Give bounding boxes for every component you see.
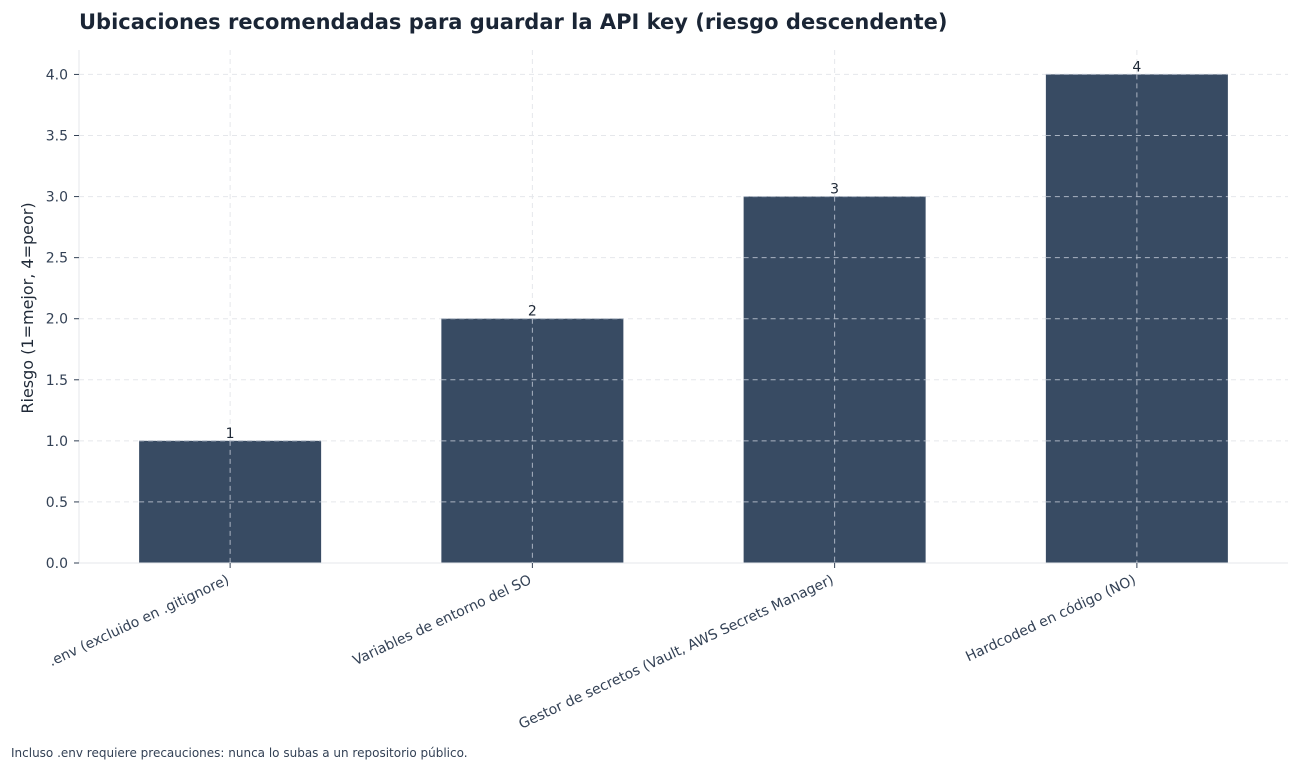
x-tick-label: .env (excluido en .gitignore)	[46, 572, 231, 670]
data-label: 1	[226, 426, 235, 442]
y-tick-label: 1.5	[46, 373, 68, 389]
y-tick-label: 3.0	[46, 190, 68, 206]
x-ticks: .env (excluido en .gitignore) Variables d…	[46, 563, 1139, 733]
x-tick-label: Hardcoded en código (NO)	[963, 572, 1138, 665]
data-label: 3	[830, 182, 839, 198]
y-tick-label: 1.0	[46, 434, 68, 450]
y-tick-label: 4.0	[46, 67, 68, 83]
x-tick-label: Variables de entorno del SO	[351, 572, 535, 669]
data-label: 2	[528, 304, 537, 320]
y-tick-label: 0.0	[46, 556, 68, 572]
y-ticks: 0.0 0.5 1.0 1.5 2.0 2.5 3.0 3.5 4.0	[46, 67, 79, 572]
x-tick-label: Gestor de secretos (Vault, AWS Secrets M…	[516, 572, 836, 732]
y-tick-label: 3.5	[46, 129, 68, 145]
data-label: 4	[1132, 59, 1141, 75]
data-labels: 1 2 3 4	[226, 59, 1142, 441]
y-tick-label: 0.5	[46, 495, 68, 511]
chart-title: Ubicaciones recomendadas para guardar la…	[79, 10, 947, 34]
y-tick-label: 2.0	[46, 312, 68, 328]
grid-over-bars	[139, 73, 1228, 563]
y-tick-label: 2.5	[46, 251, 68, 267]
y-axis-label: Riesgo (1=mejor, 4=peor)	[18, 202, 37, 413]
footnote: Incluso .env requiere precauciones: nunc…	[11, 746, 468, 760]
